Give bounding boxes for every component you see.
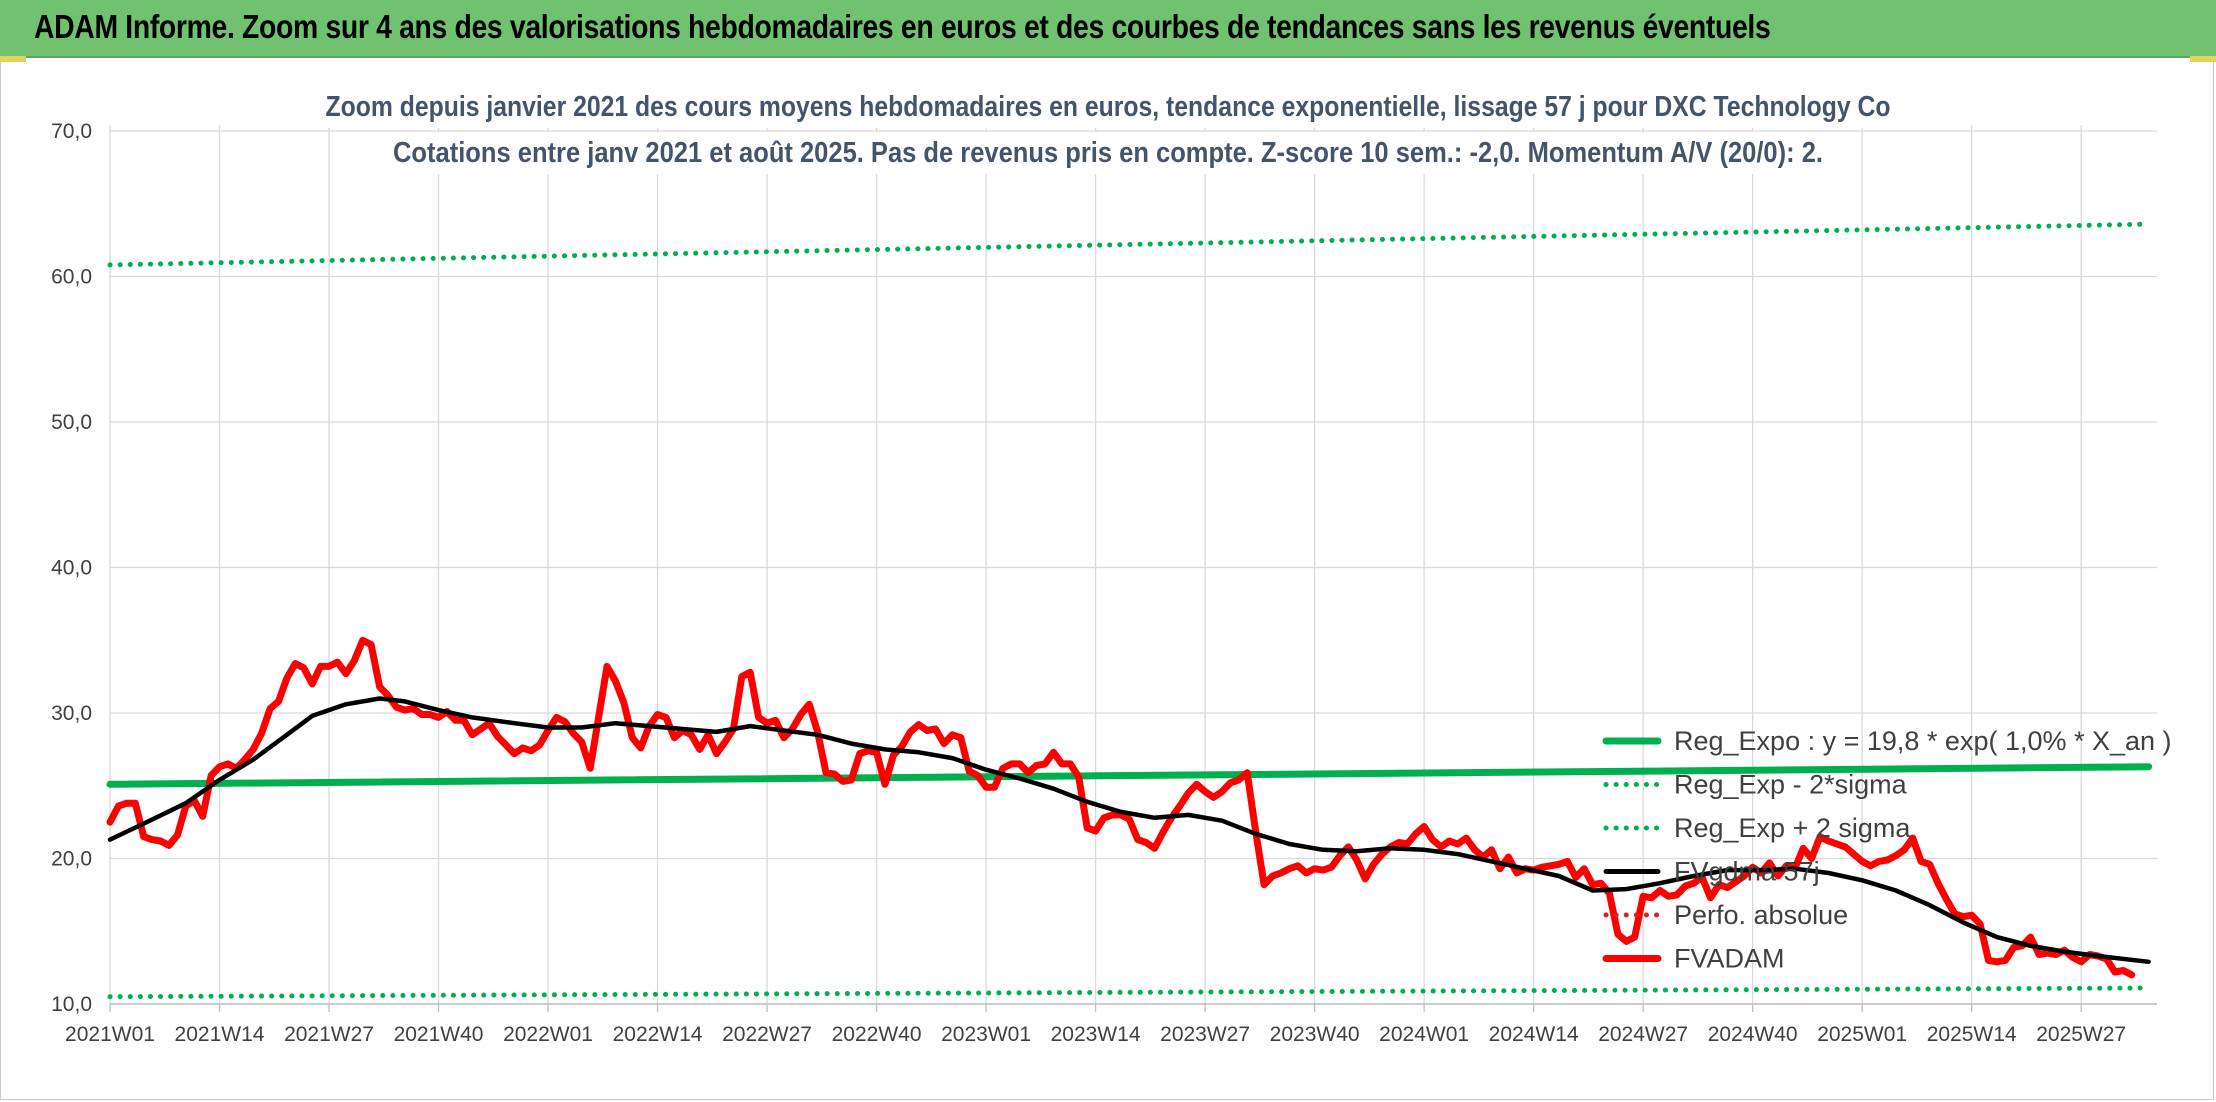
chart-title-line-1: Zoom depuis janvier 2021 des cours moyen…: [326, 91, 1891, 123]
legend-label: Reg_Exp + 2 sigma: [1674, 813, 1911, 843]
legend-label: Perfo. absolue: [1674, 900, 1848, 930]
x-tick-label: 2023W14: [1051, 1023, 1141, 1046]
header-accent-right: [2190, 56, 2216, 62]
series-line-3: [107, 696, 2151, 965]
chart-title: Zoom depuis janvier 2021 des cours moyen…: [318, 86, 1898, 174]
series-line-2: [107, 221, 2152, 268]
y-tick-label: 10,0: [51, 993, 92, 1016]
x-tick-label: 2023W40: [1270, 1023, 1360, 1046]
legend-label: FVADAM: [1674, 944, 1785, 974]
x-tick-label: 2023W01: [941, 1023, 1031, 1046]
chart-title-line-2: Cotations entre janv 2021 et août 2025. …: [393, 137, 1823, 169]
x-tick-label: 2024W27: [1598, 1023, 1688, 1046]
axis-layer: 10,0 20,0 30,0 40,0 50,0 60,0 70,0 2021W01 2021W…: [51, 120, 2157, 1046]
x-tick-label: 2022W40: [832, 1023, 922, 1046]
x-tick-label: 2021W14: [175, 1023, 265, 1046]
series-line-1: [107, 985, 2152, 1000]
x-tick-label: 2024W14: [1489, 1023, 1579, 1046]
legend: Reg_Expo : y = 19,8 * exp( 1,0% * X_an )…: [1602, 726, 2172, 974]
y-tick-label: 60,0: [51, 266, 92, 289]
header-accent-left: [0, 56, 26, 62]
grid-layer: [109, 125, 2157, 1005]
legend-label: Reg_Expo : y = 19,8 * exp( 1,0% * X_an ): [1674, 726, 2172, 756]
series-line-0: [106, 763, 2153, 788]
x-tick-label: 2022W27: [722, 1023, 812, 1046]
x-tick-label: 2025W27: [2036, 1023, 2126, 1046]
x-tick-label: 2025W01: [1817, 1023, 1907, 1046]
chart-title-background: [385, 132, 1831, 174]
page-title: ADAM Informe. Zoom sur 4 ans des valoris…: [34, 8, 1771, 45]
y-tick-label: 20,0: [51, 848, 92, 871]
x-tick-label: 2023W27: [1160, 1023, 1250, 1046]
x-tick-label: 2021W01: [65, 1023, 155, 1046]
x-tick-label: 2025W14: [1927, 1023, 2017, 1046]
header-bar: ADAM Informe. Zoom sur 4 ans des valoris…: [0, 0, 2216, 58]
legend-label: Reg_Exp - 2*sigma: [1674, 770, 1908, 800]
series-layer: [106, 221, 2153, 1000]
x-tick-label: 2021W27: [284, 1023, 374, 1046]
y-tick-label: 30,0: [51, 702, 92, 725]
x-tick-label: 2022W01: [503, 1023, 593, 1046]
y-tick-label: 70,0: [51, 120, 92, 143]
x-tick-label: 2022W14: [613, 1023, 703, 1046]
x-tick-label: 2024W01: [1379, 1023, 1469, 1046]
y-tick-label: 50,0: [51, 411, 92, 434]
y-tick-label: 40,0: [51, 557, 92, 580]
chart-title-background: [318, 86, 1898, 128]
legend-label: FVgdma 57j: [1674, 857, 1820, 887]
x-tick-label: 2021W40: [394, 1023, 484, 1046]
x-tick-label: 2024W40: [1708, 1023, 1798, 1046]
